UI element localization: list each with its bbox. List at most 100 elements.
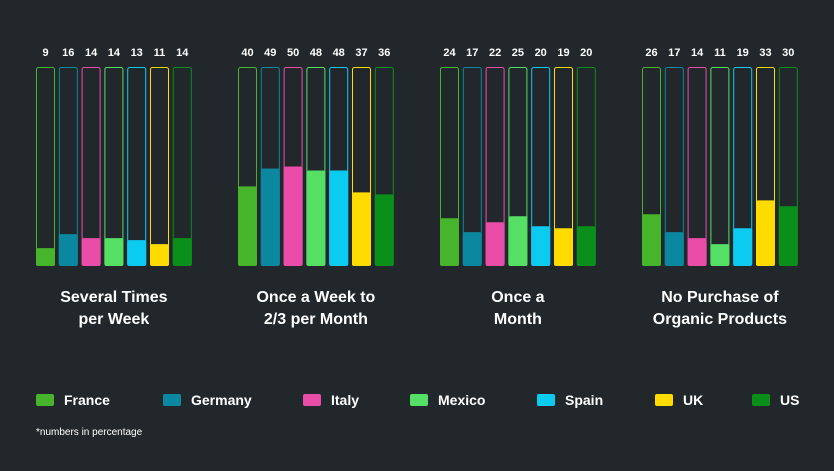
value-label-germany-g3: 17 [466, 47, 478, 59]
value-label-us-g4: 30 [782, 47, 794, 59]
legend-label-spain: Spain [565, 392, 604, 408]
group-label-3-line-1: Once a [491, 289, 544, 306]
bar-outline-italy-g1 [81, 67, 101, 266]
value-label-france-g1: 9 [42, 47, 48, 59]
bar-mexico-g2 [306, 170, 326, 266]
group-label-4-line-1: No Purchase of [661, 289, 779, 306]
bar-outline-mexico-g1 [104, 67, 124, 266]
value-label-italy-g4: 14 [691, 47, 704, 59]
legend-swatch-us [752, 394, 770, 406]
value-label-spain-g3: 20 [535, 47, 547, 59]
value-label-france-g3: 24 [443, 47, 456, 59]
bar-france-g3 [440, 218, 459, 266]
bar-france-g4 [642, 214, 661, 266]
bar-outline-us-g1 [172, 67, 192, 266]
bar-outline-spain-g1 [127, 67, 147, 266]
value-label-uk-g1: 11 [154, 47, 166, 59]
group-label-2-line-1: Once a Week to [256, 289, 375, 306]
legend-label-mexico: Mexico [438, 392, 486, 408]
value-label-mexico-g4: 11 [714, 47, 726, 59]
legend-swatch-mexico [410, 394, 428, 406]
bar-outline-uk-g1 [150, 67, 169, 266]
legend-swatch-italy [303, 394, 321, 406]
bar-us-g2 [374, 194, 394, 266]
legend-swatch-germany [163, 394, 181, 406]
value-label-italy-g3: 22 [489, 47, 501, 59]
bar-italy-g2 [283, 166, 303, 266]
bar-germany-g4 [664, 232, 684, 266]
bar-germany-g1 [58, 234, 78, 266]
bar-italy-g4 [687, 238, 707, 266]
legend-item-mexico: Mexico [410, 388, 485, 412]
bar-group-4: 26 17 14 11 19 33 30 No Purchase of Organic Prod… [642, 47, 798, 328]
value-label-germany-g1: 16 [62, 47, 74, 59]
legend-item-uk: UK [655, 388, 703, 412]
group-label-2-line-2: 2/3 per Month [264, 311, 368, 328]
value-label-uk-g3: 19 [557, 47, 569, 59]
bar-mexico-g4 [710, 244, 730, 266]
bar-us-g4 [778, 206, 798, 266]
legend-swatch-france [36, 394, 54, 406]
bar-spain-g2 [329, 170, 349, 266]
bar-outline-france-g1 [36, 67, 55, 266]
legend-label-germany: Germany [191, 392, 252, 408]
bar-chart: 9 16 14 14 13 11 14 Several Times per Week 40 49 50… [36, 47, 798, 328]
legend: France Germany Italy Mexico Spain UK US [0, 388, 834, 412]
bar-spain-g4 [733, 228, 753, 266]
bar-group-2: 40 49 50 48 48 37 36 Once a Week to 2/3 per Mont… [238, 47, 394, 328]
bar-uk-g2 [352, 192, 371, 266]
legend-item-france: France [36, 388, 110, 412]
bar-mexico-g1 [104, 238, 124, 266]
value-label-mexico-g2: 48 [310, 47, 322, 59]
bar-italy-g3 [485, 222, 505, 266]
group-label-3-line-2: Month [494, 311, 542, 328]
value-label-mexico-g3: 25 [512, 47, 524, 59]
bar-uk-g3 [554, 228, 573, 266]
legend-item-italy: Italy [303, 388, 359, 412]
legend-swatch-spain [537, 394, 555, 406]
legend-label-france: France [64, 392, 110, 408]
legend-item-germany: Germany [163, 388, 252, 412]
bar-us-g3 [576, 226, 596, 266]
bar-group-3: 24 17 22 25 20 19 20 Once a Month [440, 47, 596, 328]
value-label-italy-g1: 14 [85, 47, 98, 59]
legend-label-us: US [780, 392, 800, 408]
footnote: *numbers in percentage [36, 427, 143, 438]
bar-outline-mexico-g4 [710, 67, 730, 266]
bar-spain-g3 [531, 226, 551, 266]
group-label-1-line-2: per Week [78, 311, 149, 328]
bar-outline-italy-g4 [687, 67, 707, 266]
group-label-1-line-1: Several Times [60, 289, 167, 306]
value-label-germany-g2: 49 [264, 47, 276, 59]
legend-swatch-uk [655, 394, 673, 406]
bar-france-g1 [36, 248, 55, 266]
group-label-4-line-2: Organic Products [653, 311, 787, 328]
bar-group-1: 9 16 14 14 13 11 14 Several Times per Week [36, 47, 192, 328]
bar-germany-g3 [462, 232, 482, 266]
legend-label-uk: UK [683, 392, 704, 408]
bar-uk-g4 [756, 200, 775, 266]
bar-us-g1 [172, 238, 192, 266]
value-label-spain-g4: 19 [737, 47, 749, 59]
value-label-france-g2: 40 [241, 47, 253, 59]
bar-france-g2 [238, 186, 257, 266]
value-label-us-g1: 14 [176, 47, 189, 59]
bar-uk-g1 [150, 244, 169, 266]
value-label-spain-g1: 13 [131, 47, 143, 59]
value-label-uk-g4: 33 [759, 47, 771, 59]
value-label-uk-g2: 37 [355, 47, 367, 59]
value-label-us-g2: 36 [378, 47, 390, 59]
bar-germany-g2 [260, 168, 280, 266]
value-label-us-g3: 20 [580, 47, 592, 59]
value-label-mexico-g1: 14 [108, 47, 121, 59]
value-label-spain-g2: 48 [333, 47, 345, 59]
value-label-france-g4: 26 [645, 47, 657, 59]
bar-spain-g1 [127, 240, 147, 266]
legend-label-italy: Italy [331, 392, 360, 408]
value-label-italy-g2: 50 [287, 47, 299, 59]
bar-mexico-g3 [508, 216, 528, 266]
legend-item-spain: Spain [537, 388, 603, 412]
value-label-germany-g4: 17 [668, 47, 680, 59]
bar-italy-g1 [81, 238, 101, 266]
legend-item-us: US [752, 388, 799, 412]
